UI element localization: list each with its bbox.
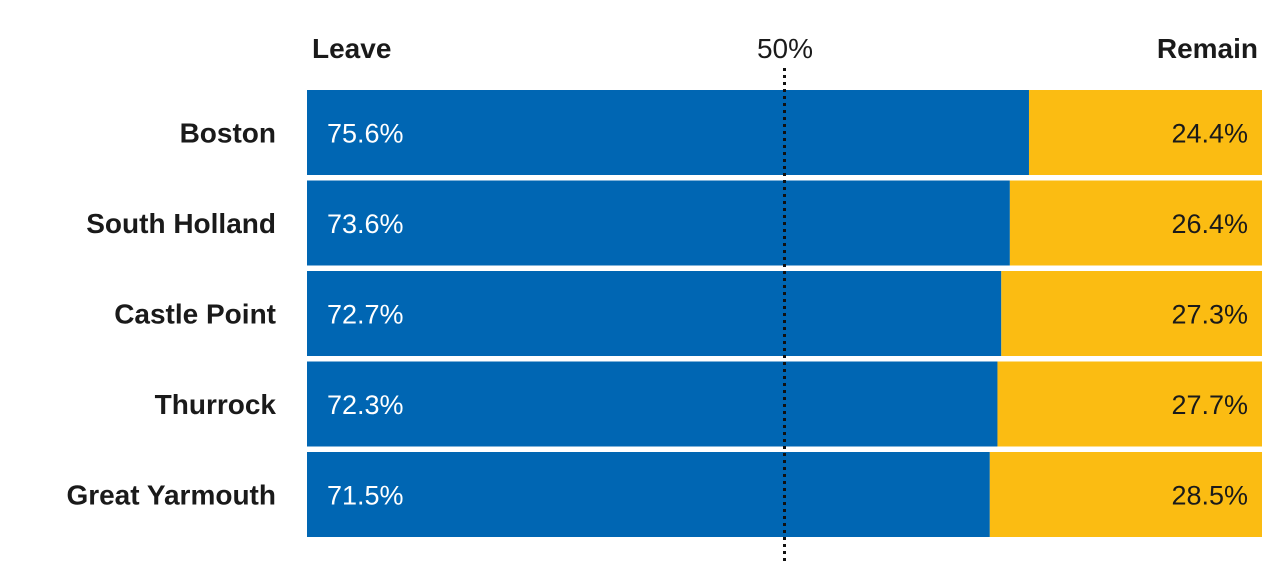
remain-bar-south-holland <box>1009 180 1262 266</box>
remain-value-thurrock: 27.7% <box>1171 390 1248 420</box>
leave-value-boston: 75.6% <box>327 119 404 149</box>
category-label-thurrock: Thurrock <box>155 389 277 420</box>
leave-value-thurrock: 72.3% <box>327 390 404 420</box>
leave-value-south-holland: 73.6% <box>327 209 404 239</box>
remain-bar-boston <box>1028 90 1262 175</box>
remain-value-south-holland: 26.4% <box>1171 209 1248 239</box>
leave-bar-boston <box>307 90 1029 175</box>
leave-bar-south-holland <box>307 180 1010 266</box>
bar-rows: Boston 75.6% 24.4% South Holland 73.6% 26.4% C… <box>66 90 1262 537</box>
category-label-great-yarmouth: Great Yarmouth <box>66 480 276 511</box>
remain-value-great-yarmouth: 28.5% <box>1171 481 1248 511</box>
category-label-boston: Boston <box>180 118 276 149</box>
fifty-percent-label: 50% <box>757 33 813 64</box>
leave-value-great-yarmouth: 71.5% <box>327 481 404 511</box>
leave-series-header: Leave <box>312 33 391 64</box>
leave-value-castle-point: 72.7% <box>327 300 404 330</box>
remain-bar-thurrock <box>997 361 1262 447</box>
remain-bar-castle-point <box>1001 271 1262 356</box>
remain-value-castle-point: 27.3% <box>1171 300 1248 330</box>
remain-bar-great-yarmouth <box>989 452 1262 537</box>
category-label-castle-point: Castle Point <box>114 299 276 330</box>
leave-bar-great-yarmouth <box>307 452 990 537</box>
leave-bar-castle-point <box>307 271 1002 356</box>
leave-bar-thurrock <box>307 361 998 447</box>
remain-value-boston: 24.4% <box>1171 119 1248 149</box>
category-label-south-holland: South Holland <box>86 208 276 239</box>
remain-series-header: Remain <box>1157 33 1258 64</box>
